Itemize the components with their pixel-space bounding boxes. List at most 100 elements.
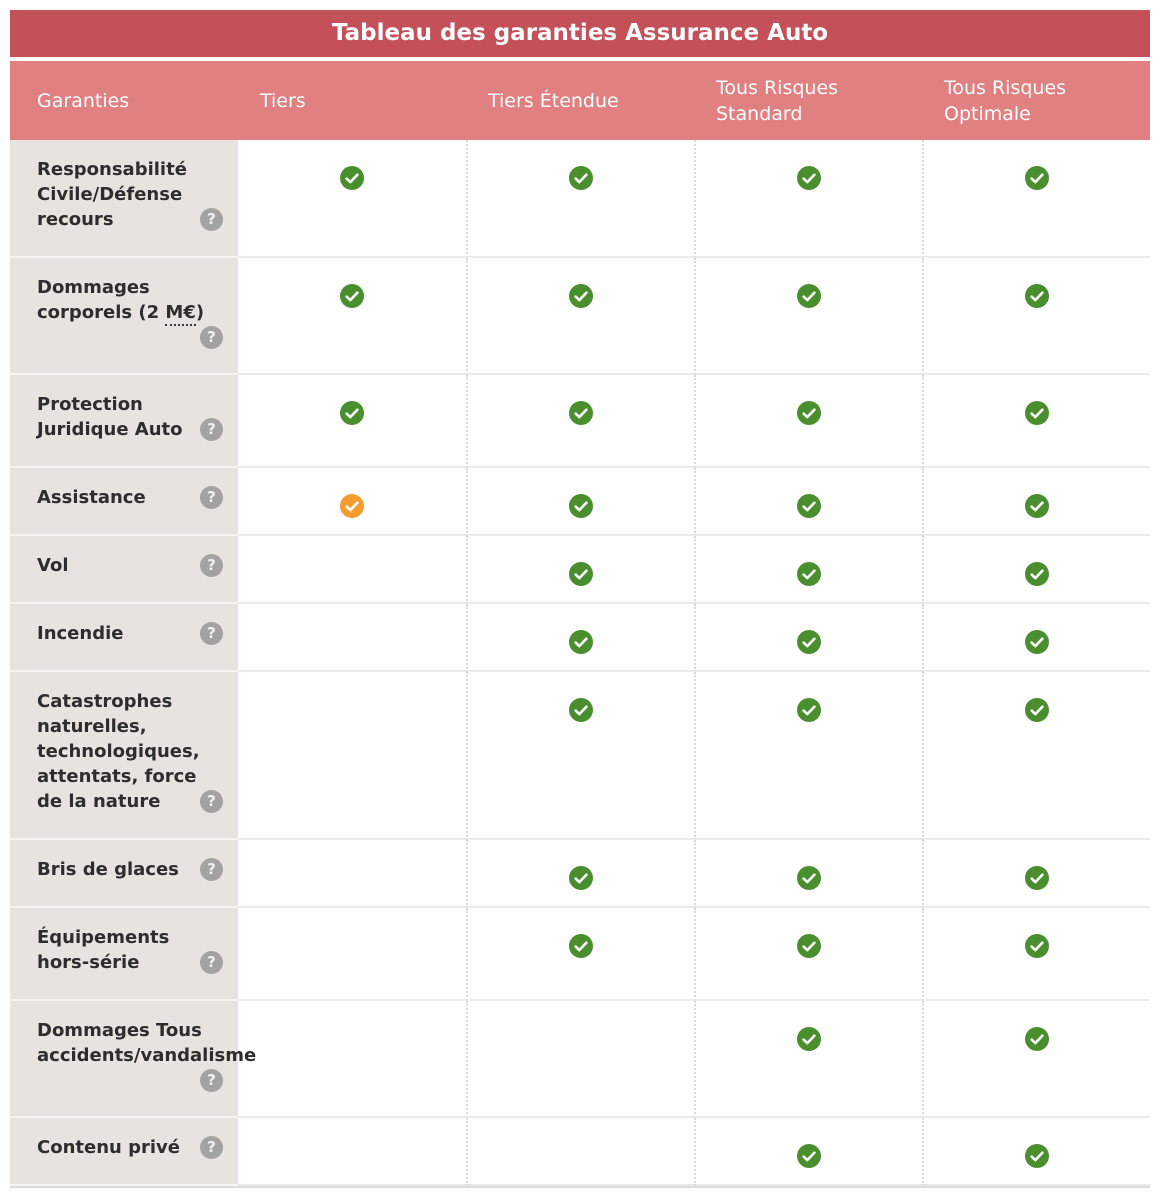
- partial-check-icon: [340, 494, 364, 518]
- label-part: ): [195, 302, 205, 323]
- guarantee-label-cell: Incendie?: [10, 604, 238, 672]
- table-row: Catastrophes naturelles, technologiques,…: [10, 672, 1150, 840]
- label-part: Responsabilité Civile/Défense recours: [37, 159, 187, 230]
- table-row: Assistance?: [10, 468, 1150, 536]
- guarantee-label-cell: Vol?: [10, 536, 238, 604]
- included-check-icon: [797, 698, 821, 722]
- guarantee-label: Bris de glaces: [37, 859, 179, 880]
- label-part: Catastrophes naturelles, technologiques,…: [37, 691, 200, 812]
- guarantee-label: Catastrophes naturelles, technologiques,…: [37, 691, 200, 812]
- coverage-cell: [238, 604, 466, 672]
- included-check-icon: [569, 934, 593, 958]
- help-icon[interactable]: ?: [200, 418, 223, 441]
- included-check-icon: [797, 1144, 821, 1168]
- coverage-cell: [694, 140, 922, 258]
- guarantee-label-cell: Protection Juridique Auto?: [10, 375, 238, 468]
- coverage-cell: [466, 1118, 694, 1186]
- label-part: Équipements hors-série: [37, 927, 170, 973]
- coverage-cell: [694, 258, 922, 375]
- coverage-cell: [466, 1001, 694, 1118]
- guarantee-label-cell: Contenu privé?: [10, 1118, 238, 1186]
- help-icon[interactable]: ?: [200, 858, 223, 881]
- guarantee-label: Dommages corporels (2 M€): [37, 277, 204, 326]
- included-check-icon: [797, 401, 821, 425]
- included-check-icon: [1025, 1027, 1049, 1051]
- coverage-cell: [922, 140, 1150, 258]
- included-check-icon: [1025, 866, 1049, 890]
- table-row: Responsabilité Civile/Défense recours?: [10, 140, 1150, 258]
- help-icon[interactable]: ?: [200, 326, 223, 349]
- guarantee-label: Vol: [37, 555, 68, 576]
- included-check-icon: [569, 630, 593, 654]
- included-check-icon: [797, 166, 821, 190]
- coverage-cell: [238, 140, 466, 258]
- label-part: Assistance: [37, 487, 146, 508]
- column-header-tiers: Tiers: [260, 89, 306, 112]
- guarantee-label-cell: Équipements hors-série?: [10, 908, 238, 1001]
- guarantee-label-cell: Bris de glaces?: [10, 840, 238, 908]
- included-check-icon: [797, 1027, 821, 1051]
- included-check-icon: [1025, 934, 1049, 958]
- label-part: Contenu privé: [37, 1137, 180, 1158]
- included-check-icon: [797, 494, 821, 518]
- guarantee-label-cell: Assistance?: [10, 468, 238, 536]
- included-check-icon: [1025, 284, 1049, 308]
- table-row: Bris de glaces?: [10, 840, 1150, 908]
- coverage-cell: [466, 536, 694, 604]
- help-icon[interactable]: ?: [200, 486, 223, 509]
- table-row: Vol?: [10, 536, 1150, 604]
- coverage-cell: [922, 604, 1150, 672]
- included-check-icon: [797, 630, 821, 654]
- column-header-garanties: Garanties: [37, 89, 130, 112]
- included-check-icon: [569, 494, 593, 518]
- coverage-cell: [238, 375, 466, 468]
- included-check-icon: [569, 284, 593, 308]
- coverage-cell: [694, 908, 922, 1001]
- coverage-cell: [694, 536, 922, 604]
- table-title-bar: Tableau des garanties Assurance Auto: [10, 10, 1150, 57]
- included-check-icon: [1025, 166, 1049, 190]
- coverage-cell: [238, 258, 466, 375]
- included-check-icon: [569, 401, 593, 425]
- included-check-icon: [340, 166, 364, 190]
- coverage-cell: [466, 258, 694, 375]
- coverage-cell: [238, 840, 466, 908]
- coverage-cell: [922, 1001, 1150, 1118]
- coverage-cell: [922, 536, 1150, 604]
- guarantee-label-cell: Catastrophes naturelles, technologiques,…: [10, 672, 238, 840]
- help-icon[interactable]: ?: [200, 622, 223, 645]
- coverage-cell: [466, 672, 694, 840]
- guarantee-label-cell: Responsabilité Civile/Défense recours?: [10, 140, 238, 258]
- coverage-cell: [694, 1118, 922, 1186]
- included-check-icon: [1025, 494, 1049, 518]
- help-icon[interactable]: ?: [200, 1136, 223, 1159]
- help-icon[interactable]: ?: [200, 790, 223, 813]
- guarantee-label: Dommages Tous accidents/vandalisme: [37, 1020, 256, 1066]
- guarantee-label-cell: Dommages corporels (2 M€)?: [10, 258, 238, 375]
- coverage-cell: [694, 604, 922, 672]
- coverage-cell: [238, 1118, 466, 1186]
- column-header-tiers-etendue: Tiers Étendue: [488, 89, 619, 112]
- coverage-cell: [922, 258, 1150, 375]
- coverage-cell: [922, 1118, 1150, 1186]
- tooltip-term[interactable]: M€: [165, 302, 196, 326]
- coverage-cell: [238, 536, 466, 604]
- coverage-cell: [466, 604, 694, 672]
- help-icon[interactable]: ?: [200, 951, 223, 974]
- coverage-cell: [922, 468, 1150, 536]
- table-row: Incendie?: [10, 604, 1150, 672]
- included-check-icon: [797, 934, 821, 958]
- help-icon[interactable]: ?: [200, 554, 223, 577]
- guarantee-label: Assistance: [37, 487, 146, 508]
- help-icon[interactable]: ?: [200, 208, 223, 231]
- help-icon[interactable]: ?: [200, 1069, 223, 1092]
- included-check-icon: [569, 866, 593, 890]
- coverage-cell: [466, 140, 694, 258]
- table-row: Équipements hors-série?: [10, 908, 1150, 1001]
- guarantee-label: Équipements hors-série: [37, 927, 169, 973]
- label-part: Incendie: [37, 623, 124, 644]
- guarantee-label: Contenu privé: [37, 1137, 180, 1158]
- label-part: Dommages corporels (2: [37, 277, 166, 323]
- table-row: Contenu privé?: [10, 1118, 1150, 1186]
- column-header-tous-risques-standard: Tous Risques Standard: [716, 76, 839, 125]
